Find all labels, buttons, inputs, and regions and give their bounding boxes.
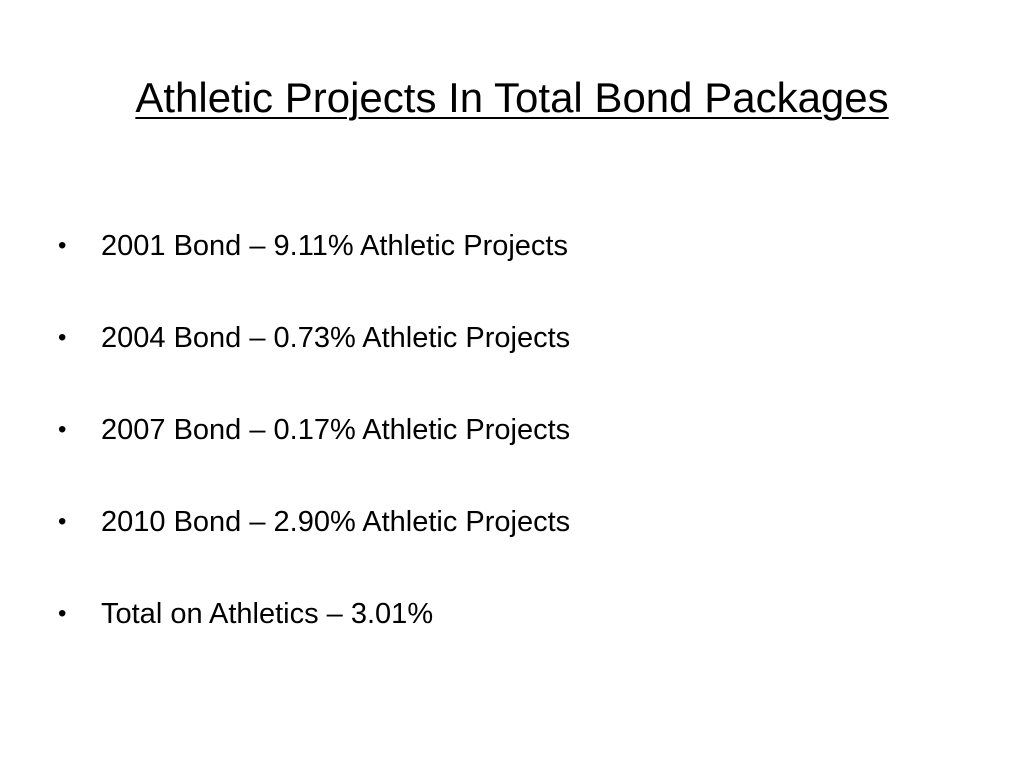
bullet-dot-icon: • [58,508,67,535]
bullet-text: Total on Athletics – 3.01% [101,598,434,630]
slide-title: Athletic Projects In Total Bond Packages [135,74,889,121]
bullet-text: 2001 Bond – 9.11% Athletic Projects [101,230,568,262]
bullet-text: 2007 Bond – 0.17% Athletic Projects [101,414,571,446]
bullet-dot-icon: • [58,324,67,351]
bullet-dot-icon: • [58,232,67,259]
bullet-dot-icon: • [58,416,67,443]
bullet-text: 2004 Bond – 0.73% Athletic Projects [101,322,571,354]
bullet-text: 2010 Bond – 2.90% Athletic Projects [101,506,571,538]
bullet-item-2010-bond: • 2010 Bond – 2.90% Athletic Projects [58,498,958,546]
bullet-list: • 2001 Bond – 9.11% Athletic Projects • … [58,222,958,638]
bullet-item-total-athletics: • Total on Athletics – 3.01% [58,590,958,638]
bullet-item-2001-bond: • 2001 Bond – 9.11% Athletic Projects [58,222,958,270]
bullet-item-2004-bond: • 2004 Bond – 0.73% Athletic Projects [58,314,958,362]
bullet-dot-icon: • [58,600,67,627]
bullet-item-2007-bond: • 2007 Bond – 0.17% Athletic Projects [58,406,958,454]
